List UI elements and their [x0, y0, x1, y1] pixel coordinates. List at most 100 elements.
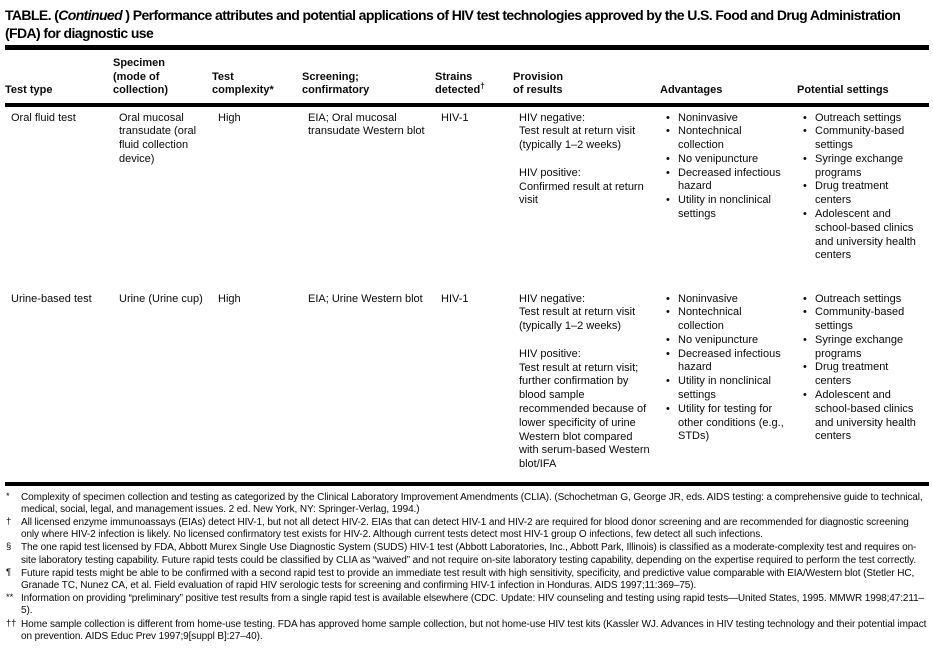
column-header-test-type: Test type: [5, 84, 53, 96]
footnote-text: The one rapid test licensed by FDA, Abbo…: [21, 542, 917, 566]
list-item: • Noninvasive: [666, 111, 738, 124]
cell-provision-of-results: HIV negative: Test result at return visi…: [513, 107, 660, 288]
cell-strains-detected: HIV-1: [441, 111, 469, 124]
bullet-icon: •: [803, 125, 807, 138]
bullet-icon: •: [803, 306, 807, 319]
bullet-icon: •: [666, 194, 670, 207]
footnote-item: †† Home sample collection is different f…: [5, 618, 929, 643]
list-item: • Utility in nonclinical settings: [666, 375, 771, 402]
list-item: • Outreach settings: [803, 111, 902, 124]
list-item: • No venipuncture: [666, 333, 759, 346]
title-prefix: TABLE. (: [5, 7, 59, 23]
provision-label: HIV negative:: [519, 292, 586, 305]
bullet-icon: •: [666, 333, 670, 346]
list-item: • Nontechnical collection: [666, 306, 742, 333]
bullet-icon: •: [803, 389, 807, 402]
cell-specimen: Oral mucosal transudate (oral fluid coll…: [119, 111, 197, 165]
list-item: • Community-based settings: [803, 125, 905, 152]
dagger-footnote-marker: †: [480, 81, 485, 91]
cell-potential-settings: • Outreach settings • Community-based sett…: [797, 107, 929, 288]
list-item: • Decreased infectious hazard: [666, 347, 781, 374]
footnote-text: Information on providing “preliminary” p…: [21, 593, 925, 617]
cell-strains-detected: HIV-1: [441, 292, 469, 305]
list-item: • Noninvasive: [666, 292, 738, 305]
footnotes-divider: [5, 481, 929, 486]
title-divider: [5, 45, 929, 50]
table-row-oral-fluid-test: Oral fluid test Oral mucosal transudate …: [5, 107, 929, 288]
footnote-item: ¶ Future rapid tests might be able to be…: [5, 566, 929, 592]
list-item: • Utility for testing for other condition…: [666, 402, 784, 443]
provision-label: HIV positive:: [519, 166, 581, 179]
provision-text: Test result at return visit; further con…: [519, 361, 650, 471]
footnote-text: Complexity of specimen collection and te…: [21, 491, 923, 515]
footnote-marker: *: [6, 490, 10, 502]
footnote-marker: **: [6, 592, 14, 604]
bullet-icon: •: [666, 111, 670, 124]
provision-label: HIV negative:: [519, 111, 586, 124]
footnote-item: § The one rapid test licensed by FDA, Ab…: [5, 541, 929, 566]
footnote-marker: †: [6, 515, 12, 527]
bullet-icon: •: [803, 292, 807, 305]
header-divider: [5, 102, 929, 107]
cell-test-complexity: High: [218, 292, 241, 305]
advantages-list: • Noninvasive • Nontechnical collection • N…: [666, 112, 789, 222]
provision-paragraph: HIV positive: Confirmed result at return…: [519, 167, 652, 208]
table-row-urine-based-test: Urine-based test Urine (Urine cup) High …: [5, 288, 929, 473]
list-item: • Adolescent and school-based clinics and…: [803, 389, 916, 443]
column-header-test-complexity: Test complexity*: [212, 70, 274, 97]
cell-test-complexity: High: [218, 111, 241, 124]
cell-screening-confirmatory: EIA; Urine Western blot: [308, 292, 423, 305]
footnote-text: Future rapid tests might be able to be c…: [21, 567, 915, 591]
list-item: • Nontechnical collection: [666, 125, 742, 152]
title-suffix: ) Performance attributes and potential a…: [5, 7, 901, 41]
list-item: • Syringe exchange programs: [803, 333, 904, 360]
cell-advantages: • Noninvasive • Nontechnical collection • N…: [660, 288, 797, 473]
provision-label: HIV positive:: [519, 347, 581, 360]
title-continued: Continued: [58, 7, 123, 23]
advantages-list: • Noninvasive • Nontechnical collection • N…: [666, 293, 789, 445]
potential-settings-list: • Outreach settings • Community-based sett…: [803, 112, 921, 264]
cell-potential-settings: • Outreach settings • Community-based sett…: [797, 288, 929, 473]
column-header-provision-of-results: Provision of results: [513, 70, 564, 97]
provision-text: Test result at return visit (typically 1…: [519, 306, 636, 333]
footnote-item: ** Information on providing “preliminary…: [5, 592, 929, 617]
column-header-strains-detected: Strains detected†: [435, 71, 513, 98]
cell-advantages: • Noninvasive • Nontechnical collection • N…: [660, 107, 797, 288]
bullet-icon: •: [666, 152, 670, 165]
column-header-advantages: Advantages: [660, 84, 723, 96]
column-header-potential-settings: Potential settings: [797, 84, 889, 96]
list-item: • Community-based settings: [803, 306, 905, 333]
bullet-icon: •: [803, 180, 807, 193]
cell-specimen: Urine (Urine cup): [119, 292, 203, 305]
cell-provision-of-results: HIV negative: Test result at return visi…: [513, 288, 660, 473]
provision-paragraph: HIV positive: Test result at return visi…: [519, 348, 652, 472]
bullet-icon: •: [803, 111, 807, 124]
bullet-icon: •: [803, 361, 807, 374]
provision-text: Confirmed result at return visit: [519, 180, 644, 207]
footnote-text: Home sample collection is different from…: [21, 618, 927, 642]
list-item: • Utility in nonclinical settings: [666, 194, 771, 221]
bullet-icon: •: [666, 306, 670, 319]
potential-settings-list: • Outreach settings • Community-based sett…: [803, 293, 921, 445]
list-item: • Decreased infectious hazard: [666, 166, 781, 193]
cell-screening-confirmatory: EIA; Oral mucosal transudate Western blo…: [308, 111, 425, 138]
column-header-screening-confirmatory: Screening; confirmatory: [302, 70, 370, 97]
footnote-marker: ¶: [6, 566, 12, 578]
list-item: • Syringe exchange programs: [803, 152, 904, 179]
list-item: • Outreach settings: [803, 292, 902, 305]
list-item: • Drug treatment centers: [803, 361, 889, 388]
list-item: • No venipuncture: [666, 152, 759, 165]
bullet-icon: •: [666, 375, 670, 388]
bullet-icon: •: [803, 208, 807, 221]
footnote-text: All licensed enzyme immunoassays (EIAs) …: [21, 516, 909, 541]
table-header-row: Test type Specimen (mode of collection) …: [5, 50, 929, 103]
bullet-icon: •: [803, 152, 807, 165]
bullet-icon: •: [666, 347, 670, 360]
strains-detected-label: Strains detected: [435, 70, 481, 97]
provision-paragraph: HIV negative: Test result at return visi…: [519, 293, 652, 334]
provision-paragraph: HIV negative: Test result at return visi…: [519, 112, 652, 153]
bullet-icon: •: [666, 292, 670, 305]
list-item: • Drug treatment centers: [803, 180, 889, 207]
bullet-icon: •: [666, 125, 670, 138]
bullet-icon: •: [666, 166, 670, 179]
